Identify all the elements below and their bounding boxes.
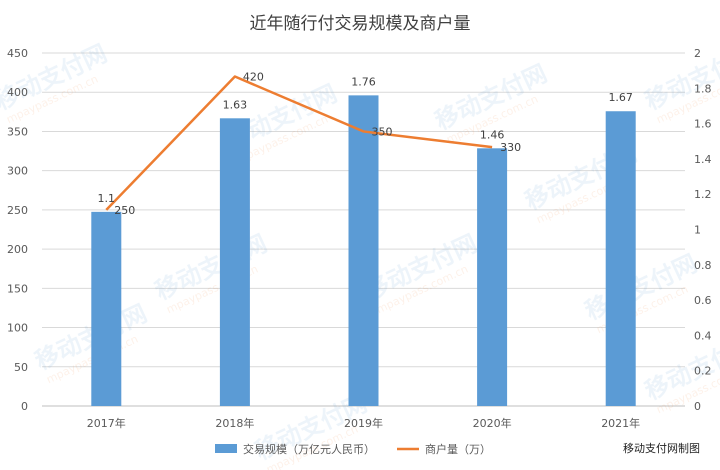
legend-bar-swatch	[215, 444, 237, 453]
line-data-label: 350	[372, 125, 393, 138]
x-tick-label: 2021年	[601, 416, 640, 430]
series-line	[105, 75, 493, 211]
y-right-tick-label: 1.2	[694, 188, 712, 201]
axes: 0 50 100 150 200 250 300 350 400 450 0 0.2 0.4 0.6 0.8…	[7, 47, 712, 430]
y-left-tick-label: 450	[7, 47, 28, 60]
x-tick-label: 2020年	[473, 416, 512, 430]
y-left-tick-label: 0	[21, 400, 28, 413]
y-right-tick-label: 1.6	[694, 118, 712, 131]
y-right-tick-label: 2	[694, 47, 701, 60]
line-data-label: 420	[243, 71, 264, 84]
bar-data-label: 1.67	[608, 91, 633, 104]
legend-label: 商户量（万）	[425, 442, 491, 456]
y-left-tick-label: 300	[7, 165, 28, 178]
bar-series	[91, 95, 636, 407]
y-left-tick-label: 400	[7, 86, 28, 99]
bar-data-label: 1.1	[98, 192, 116, 205]
line-data-label: 330	[500, 141, 521, 154]
y-left-tick-label: 150	[7, 282, 28, 295]
y-right-tick-label: 1.8	[694, 82, 712, 95]
line-data-label: 250	[114, 204, 135, 217]
bar-data-label: 1.46	[480, 128, 505, 141]
bar-data-label: 1.76	[351, 75, 376, 88]
bar-data-label: 1.63	[223, 98, 248, 111]
chart-credit: 移动支付网制图	[623, 442, 700, 455]
y-right-tick-label: 1.4	[694, 153, 712, 166]
y-right-tick-label: 1	[694, 224, 701, 237]
y-left-tick-label: 250	[7, 204, 28, 217]
bar	[477, 148, 508, 406]
data-labels: 1.1 1.63 1.76 1.46 1.67 250 420 350 330	[98, 71, 633, 217]
y-right-tick-label: 0.8	[694, 259, 712, 272]
bar	[348, 95, 379, 407]
chart-title: 近年随行付交易规模及商户量	[250, 14, 471, 34]
line-series	[105, 75, 493, 211]
legend: 交易规模（万亿元人民币） 商户量（万）	[215, 442, 491, 456]
bar	[91, 211, 122, 406]
x-tick-label: 2018年	[215, 416, 254, 430]
y-right-tick-label: 0.6	[694, 294, 712, 307]
bar	[219, 118, 250, 407]
legend-label: 交易规模（万亿元人民币）	[243, 442, 375, 456]
y-right-tick-label: 0.2	[694, 365, 712, 378]
y-left-tick-label: 350	[7, 125, 28, 138]
bar	[605, 111, 636, 407]
y-left-tick-label: 200	[7, 243, 28, 256]
y-right-tick-label: 0.4	[694, 329, 712, 342]
x-tick-label: 2019年	[344, 416, 383, 430]
y-right-tick-label: 0	[694, 400, 701, 413]
y-left-tick-label: 100	[7, 322, 28, 335]
x-tick-label: 2017年	[87, 416, 126, 430]
y-left-tick-label: 50	[14, 361, 28, 374]
